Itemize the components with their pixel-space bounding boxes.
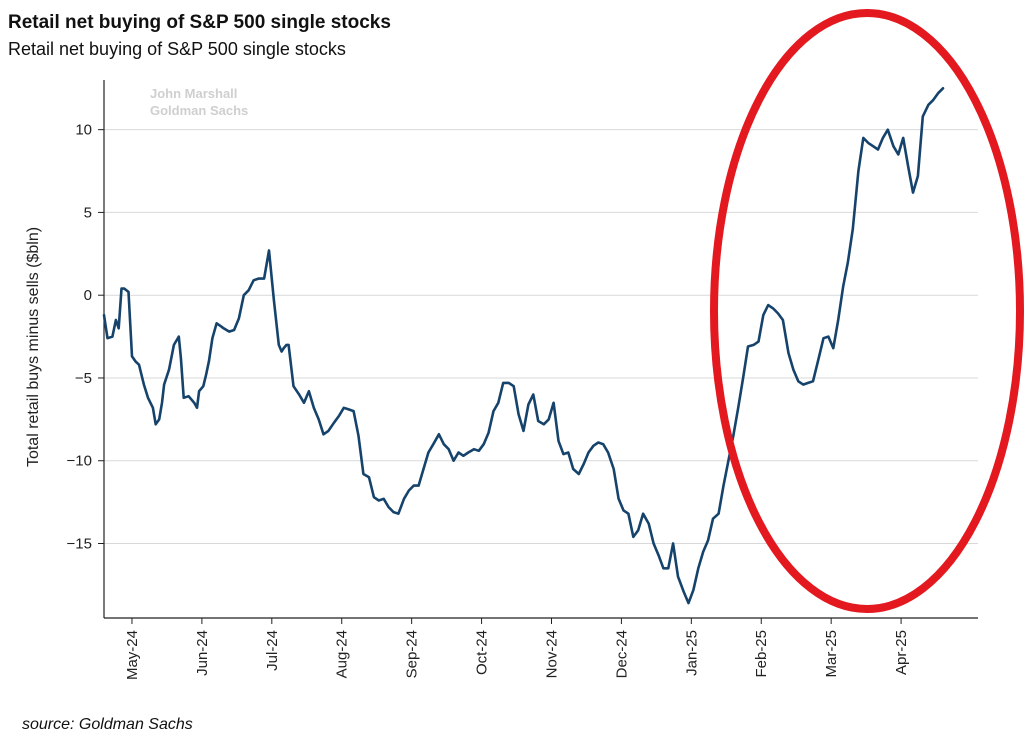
gridlines [104, 129, 978, 545]
x-tick-label: Apr-25 [893, 630, 910, 675]
y-axis-ticks: −15 −10 −5 0 5 10 [67, 122, 104, 553]
x-tick-label: May-24 [124, 630, 141, 680]
x-tick-label: Feb-25 [753, 630, 770, 678]
y-tick-label: −10 [67, 453, 92, 470]
chart-subtitle: Retail net buying of S&P 500 single stoc… [8, 39, 346, 59]
x-tick-label: Jan-25 [683, 630, 700, 676]
watermark: John Marshall Goldman Sachs [150, 86, 248, 118]
x-tick-label: Oct-24 [474, 630, 491, 675]
y-tick-label: −15 [67, 536, 92, 553]
y-tick-label: −5 [75, 370, 92, 387]
y-tick-label: 0 [84, 287, 92, 304]
x-tick-label: Dec-24 [613, 630, 630, 678]
x-tick-label: Mar-25 [823, 630, 840, 678]
x-tick-label: Sep-24 [404, 630, 421, 678]
y-axis-label: Total retail buys minus sells ($bln) [25, 227, 42, 467]
x-axis-ticks: May-24 Jun-24 Jul-24 Aug-24 Sep-24 Oct-24 Nov-… [124, 618, 910, 680]
highlight-ellipse [710, 9, 1024, 613]
chart-title: Retail net buying of S&P 500 single stoc… [8, 12, 391, 33]
x-tick-label: Jun-24 [194, 630, 211, 676]
y-tick-label: 10 [75, 122, 92, 139]
source-note: source: Goldman Sachs [22, 716, 193, 733]
x-tick-label: Aug-24 [334, 630, 351, 678]
series-line-retail-net-buying [102, 87, 945, 605]
watermark-line-2: Goldman Sachs [150, 103, 248, 118]
x-tick-label: Jul-24 [264, 630, 281, 671]
y-tick-label: 5 [84, 204, 92, 221]
watermark-line-1: John Marshall [150, 86, 237, 101]
x-tick-label: Nov-24 [543, 630, 560, 678]
axes [103, 80, 978, 619]
